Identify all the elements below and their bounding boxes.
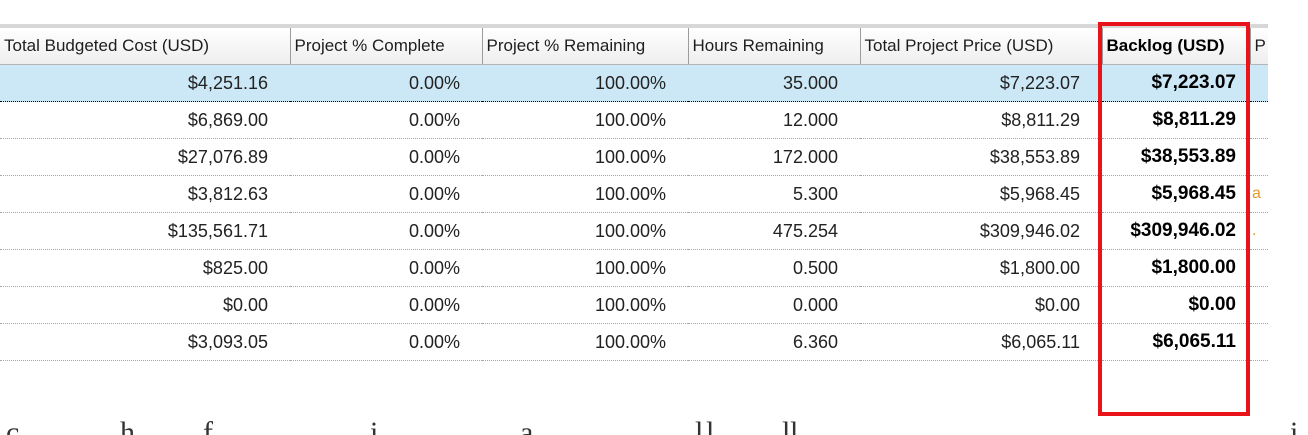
cell-total-project-price: $5,968.45 [860,175,1102,213]
cell-total-project-price: $0.00 [860,286,1102,324]
cell-total-budgeted-cost: $825.00 [0,249,290,287]
cell-project-remaining: 100.00% [482,175,688,213]
cell-backlog: $0.00 [1102,286,1250,324]
cropped-text-fragment: i [1290,418,1299,435]
cell-project-remaining: 100.00% [482,323,688,361]
cell-project-complete: 0.00% [290,323,482,361]
table-row[interactable]: $3,093.05 0.00% 100.00% 6.360 $6,065.11 $6,06… [0,323,1268,361]
cell-project-remaining: 100.00% [482,138,688,176]
cell-total-project-price: $6,065.11 [860,323,1102,361]
cell-hours-remaining: 12.000 [688,101,860,139]
cell-total-project-price: $7,223.07 [860,64,1102,102]
column-header-hours-remaining[interactable]: Hours Remaining [688,28,861,65]
cell-project-complete: 0.00% [290,64,482,102]
grid-body: $4,251.16 0.00% 100.00% 35.000 $7,223.07 $7,2… [0,64,1268,361]
cell-backlog: $309,946.02 [1102,212,1250,250]
cropped-text-fragment: l [790,418,799,435]
cropped-text-fragment: h [120,418,135,435]
cropped-text-fragment: i [370,418,379,435]
table-row[interactable]: $6,869.00 0.00% 100.00% 12.000 $8,811.29 $8,8… [0,101,1268,139]
cell-extra [1250,101,1268,139]
cell-extra [1250,138,1268,176]
cell-total-project-price: $309,946.02 [860,212,1102,250]
grid-table: Total Budgeted Cost (USD) Project % Comp… [0,28,1268,361]
cell-project-remaining: 100.00% [482,64,688,102]
cell-extra: a [1250,175,1268,213]
cell-project-complete: 0.00% [290,212,482,250]
cropped-text-fragment: f [203,418,213,435]
table-row[interactable]: $27,076.89 0.00% 100.00% 172.000 $38,553.89 $… [0,138,1268,176]
cell-total-project-price: $8,811.29 [860,101,1102,139]
table-row[interactable]: $4,251.16 0.00% 100.00% 35.000 $7,223.07 $7,2… [0,64,1268,102]
cell-extra [1250,249,1268,287]
column-header-truncated[interactable]: P [1250,28,1268,65]
cropped-text-fragment: a [520,418,534,435]
cell-total-budgeted-cost: $27,076.89 [0,138,290,176]
cell-hours-remaining: 172.000 [688,138,860,176]
cell-total-project-price: $38,553.89 [860,138,1102,176]
cell-backlog: $38,553.89 [1102,138,1250,176]
cell-project-remaining: 100.00% [482,249,688,287]
cell-total-budgeted-cost: $6,869.00 [0,101,290,139]
cell-hours-remaining: 5.300 [688,175,860,213]
cell-extra [1250,323,1268,361]
grid-header-row: Total Budgeted Cost (USD) Project % Comp… [0,28,1268,65]
cell-hours-remaining: 6.360 [688,323,860,361]
cell-total-budgeted-cost: $3,093.05 [0,323,290,361]
cell-total-project-price: $1,800.00 [860,249,1102,287]
grid-top-bar [0,24,1268,28]
cell-backlog: $5,968.45 [1102,175,1250,213]
cell-backlog: $6,065.11 [1102,323,1250,361]
cell-project-remaining: 100.00% [482,101,688,139]
cell-project-complete: 0.00% [290,249,482,287]
cell-total-budgeted-cost: $0.00 [0,286,290,324]
table-row[interactable]: $135,561.71 0.00% 100.00% 475.254 $309,946.0… [0,212,1268,250]
cell-hours-remaining: 0.500 [688,249,860,287]
cell-extra [1250,64,1268,102]
cell-backlog: $1,800.00 [1102,249,1250,287]
cropped-text-fragment: l [782,418,791,435]
cell-total-budgeted-cost: $4,251.16 [0,64,290,102]
column-header-total-project-price[interactable]: Total Project Price (USD) [860,28,1103,65]
column-header-project-remaining[interactable]: Project % Remaining [482,28,689,65]
cell-project-complete: 0.00% [290,138,482,176]
column-header-total-budgeted-cost[interactable]: Total Budgeted Cost (USD) [0,28,291,65]
cell-hours-remaining: 475.254 [688,212,860,250]
cell-total-budgeted-cost: $135,561.71 [0,212,290,250]
table-row[interactable]: $0.00 0.00% 100.00% 0.000 $0.00 $0.00 [0,286,1268,324]
cropped-text-fragment: l [706,418,715,435]
cell-extra: . [1250,212,1268,250]
cell-project-complete: 0.00% [290,286,482,324]
cell-hours-remaining: 0.000 [688,286,860,324]
cell-backlog: $8,811.29 [1102,101,1250,139]
table-row[interactable]: $3,812.63 0.00% 100.00% 5.300 $5,968.45 $5,96… [0,175,1268,213]
cell-hours-remaining: 35.000 [688,64,860,102]
cropped-text-fragment: l [695,418,704,435]
cell-project-remaining: 100.00% [482,286,688,324]
cell-project-complete: 0.00% [290,101,482,139]
cropped-text-fragment: c [6,418,20,435]
column-header-project-complete[interactable]: Project % Complete [290,28,483,65]
cell-extra [1250,286,1268,324]
table-row[interactable]: $825.00 0.00% 100.00% 0.500 $1,800.00 $1,800.… [0,249,1268,287]
cell-project-remaining: 100.00% [482,212,688,250]
cell-project-complete: 0.00% [290,175,482,213]
cell-backlog: $7,223.07 [1102,64,1250,102]
project-data-grid[interactable]: Total Budgeted Cost (USD) Project % Comp… [0,28,1268,418]
column-header-backlog[interactable]: Backlog (USD) [1102,28,1251,65]
cell-total-budgeted-cost: $3,812.63 [0,175,290,213]
